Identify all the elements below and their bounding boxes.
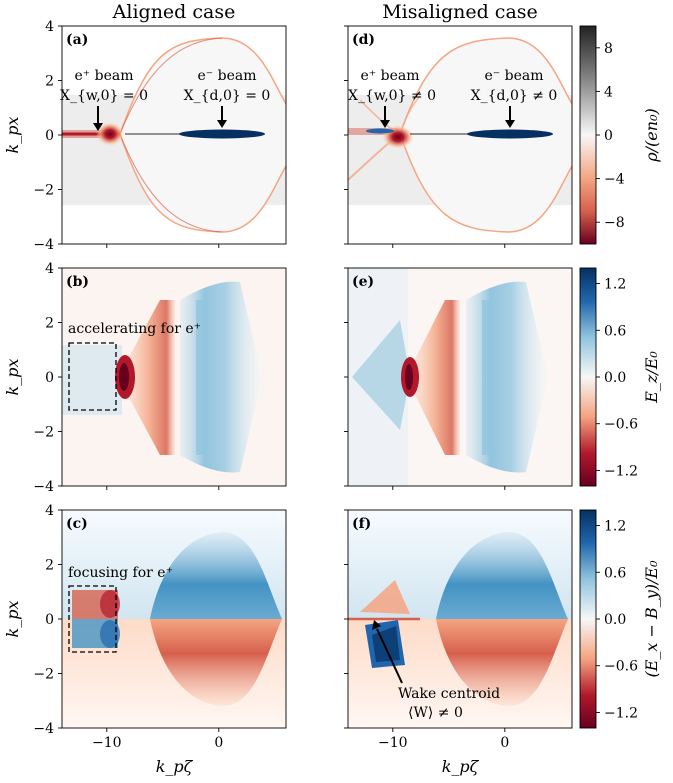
colorbar-tick-label: 0.6: [604, 565, 626, 581]
colorbar-tick-label: −8: [604, 215, 625, 231]
arrow-d-ele-head: [505, 120, 515, 128]
annot-d-pos-beam: e⁺ beam: [361, 68, 420, 84]
colorbar-ticks: 8 4 0 −4 −8 1.2 0.6 0.0 −0.6 −1.2 1.2 0.6 0.0 −0.6 −1.…: [604, 41, 638, 722]
colorbar-tick-label: 8: [604, 41, 613, 57]
arrow-a-ele-head: [217, 120, 227, 128]
colorbar-tick-label: 4: [604, 84, 613, 100]
y-tick-label: −2: [33, 425, 54, 441]
colorbar-tick-label: −0.6: [604, 659, 638, 675]
panel-label-b: (b): [66, 274, 89, 290]
colorbar-rho: [579, 25, 597, 245]
y-tick-label: 0: [45, 370, 54, 386]
panel-b: [62, 268, 286, 486]
arrow-d-pos-head: [380, 120, 390, 128]
panel-label-c: (c): [66, 516, 88, 532]
y-tick-label: −4: [33, 237, 54, 253]
y-tick-label: 2: [45, 316, 54, 332]
y-tick-label: 0: [45, 128, 54, 144]
arrow-a-pos-head: [93, 123, 103, 131]
colorbar-label-ez: E_z/E₀: [642, 351, 661, 404]
annot-d-ele-eq: X_{d,0} ≠ 0: [471, 88, 558, 104]
colorbar-label-fx: (E_x − B_y)/E₀: [642, 560, 661, 678]
annot-c-box: focusing for e⁺: [68, 565, 173, 581]
annot-d-pos-eq: X_{w,0} ≠ 0: [348, 88, 436, 104]
panel-c: [62, 510, 286, 728]
arrow-f: [376, 628, 403, 684]
box-b: [68, 342, 117, 411]
colorbar-tick-label: 1.2: [604, 277, 626, 293]
panel-a: [62, 26, 286, 244]
y-tick-label: 4: [45, 261, 54, 277]
x-tick-label: 0: [214, 735, 223, 751]
colorbar-tick-label: 0.0: [604, 612, 626, 628]
y-tick-label: −4: [33, 721, 54, 737]
y-tick-label: 2: [45, 558, 54, 574]
colorbar-tick-label: 0.6: [604, 323, 626, 339]
y-tick-label: −2: [33, 183, 54, 199]
arrow-f-head: [372, 620, 381, 630]
y-tick-label: 4: [45, 503, 54, 519]
colorbar-ez: [579, 267, 597, 487]
column-title-misaligned: Misaligned case: [382, 1, 538, 23]
colorbar-tick-label: −0.6: [604, 417, 638, 433]
panel-f: [348, 510, 572, 728]
panel-d: [348, 26, 572, 244]
colorbar-label-rho: ρ/(en₀): [642, 108, 661, 162]
colorbar-fx: [579, 509, 597, 729]
y-tick-label: 0: [45, 612, 54, 628]
x-tick-label: −10: [92, 735, 122, 751]
x-axis-label-right: k_pζ: [442, 757, 480, 776]
colorbar-tick-label: −1.2: [604, 463, 638, 479]
colorbar-tick-label: −1.2: [604, 705, 638, 721]
x-tick-label: −10: [378, 735, 408, 751]
panel-label-a: (a): [66, 32, 88, 48]
y-axis-label-row3: k_px: [3, 601, 22, 638]
panel-label-f: (f): [352, 516, 371, 532]
panel-label-e: (e): [352, 274, 374, 290]
annot-a-ele-eq: X_{d,0} = 0: [184, 88, 271, 104]
annot-a-pos-eq: X_{w,0} = 0: [60, 88, 148, 104]
y-tick-label: 4: [45, 19, 54, 35]
panel-label-d: (d): [352, 32, 375, 48]
colorbar-tick-label: 0: [604, 128, 613, 144]
annot-b-box: accelerating for e⁺: [68, 321, 201, 337]
colorbar-tick-label: 0.0: [604, 370, 626, 386]
y-axis-label-row2: k_px: [3, 359, 22, 396]
annot-d-ele-beam: e⁻ beam: [485, 68, 544, 84]
y-axis-label-row1: k_px: [3, 117, 22, 154]
annot-f-line1: Wake centroid: [398, 686, 500, 702]
axes-ticks: 4 2 0 −2 −4 4 2 0 −2 −4 −10 0 4 2 0 −2 −4 −10 0: [33, 19, 600, 751]
column-title-aligned: Aligned case: [112, 1, 236, 23]
x-tick-label: 0: [500, 735, 509, 751]
annot-f-line2: ⟨W⟩ ≠ 0: [408, 705, 463, 721]
colorbar-tick-label: −4: [604, 172, 625, 188]
panel-e: [348, 268, 572, 486]
colorbar-tick-label: 1.2: [604, 519, 626, 535]
y-tick-label: 2: [45, 74, 54, 90]
annot-a-ele-beam: e⁻ beam: [198, 68, 257, 84]
y-tick-label: −2: [33, 667, 54, 683]
annot-a-pos-beam: e⁺ beam: [75, 68, 134, 84]
y-tick-label: −4: [33, 479, 54, 495]
box-c: [68, 585, 117, 653]
x-axis-label-left: k_pζ: [156, 757, 194, 776]
